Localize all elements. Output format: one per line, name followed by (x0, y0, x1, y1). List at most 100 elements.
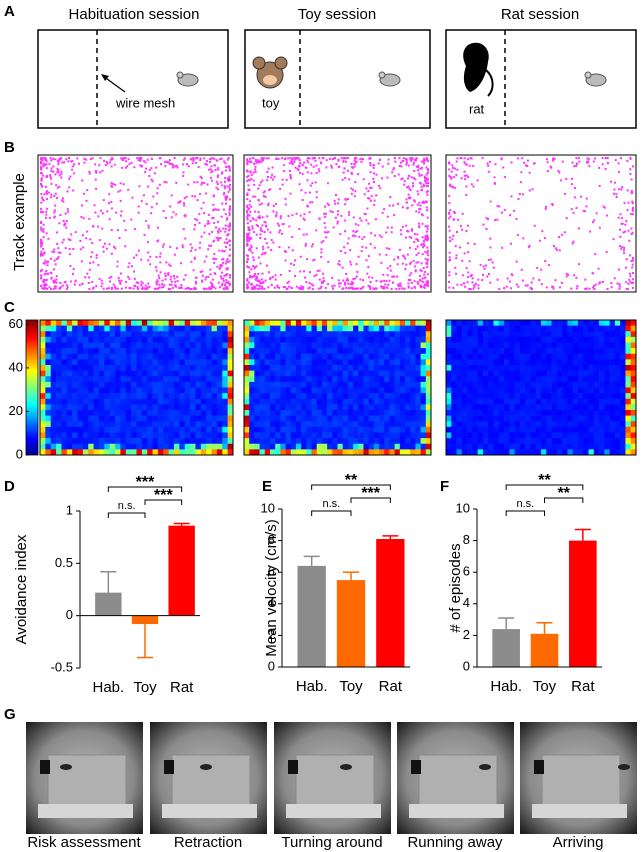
heatmap-cell (557, 354, 563, 360)
heatmap-cell (421, 365, 426, 371)
track-point (449, 256, 451, 258)
heatmap-cell (45, 388, 51, 394)
heatmap-cell (573, 438, 579, 444)
heatmap-cell (462, 393, 468, 399)
heatmap-cell (594, 399, 600, 405)
track-point (415, 269, 417, 271)
track-point (359, 278, 361, 280)
heatmap-cell (589, 433, 595, 439)
heatmap-cell (567, 326, 573, 332)
heatmap-cell (270, 348, 275, 354)
track-frame (38, 155, 233, 292)
heatmap-cell (332, 382, 337, 388)
heatmap-cell (306, 376, 311, 382)
heatmap-cell (169, 326, 175, 332)
heatmap-cell (115, 331, 121, 337)
track-point (463, 282, 465, 284)
heatmap-cell (446, 399, 452, 405)
heatmap-cell (217, 343, 223, 349)
track-point (158, 284, 160, 286)
heatmap-cell (599, 337, 605, 343)
track-point (268, 168, 270, 170)
heatmap-cell (72, 416, 78, 422)
track-point (338, 279, 340, 281)
track-point (138, 212, 140, 214)
track-point (210, 177, 212, 179)
track-point (362, 158, 364, 160)
track-point (322, 282, 324, 284)
track-point (207, 276, 209, 278)
track-point (448, 281, 450, 283)
heatmap-cell (317, 320, 322, 326)
track-point (248, 271, 250, 273)
track-point (226, 260, 228, 262)
heatmap-cell (142, 449, 148, 455)
track-point (213, 240, 215, 242)
heatmap-cell (45, 371, 51, 377)
track-point (183, 228, 185, 230)
track-point (261, 288, 263, 290)
heatmap-cell (631, 348, 637, 354)
bar (376, 539, 404, 667)
heatmap-cell (589, 371, 595, 377)
track-point (529, 189, 531, 191)
heatmap-cell (446, 354, 452, 360)
track-point (57, 169, 59, 171)
heatmap-cell (206, 331, 212, 337)
heatmap-cell (301, 404, 306, 410)
track-point (413, 241, 415, 243)
heatmap-cell (301, 343, 306, 349)
track-point (290, 193, 292, 195)
track-point (83, 158, 85, 160)
heatmap-cell (400, 354, 405, 360)
heatmap-cell (384, 326, 389, 332)
track-point (157, 281, 159, 283)
track-point (187, 184, 189, 186)
heatmap-cell (589, 320, 595, 326)
heatmap-cell (499, 371, 505, 377)
track-point (151, 206, 153, 208)
heatmap-cell (254, 427, 259, 433)
heatmap-cell (573, 326, 579, 332)
heatmap-cell (78, 343, 84, 349)
track-point (337, 202, 339, 204)
heatmap-cell (604, 354, 610, 360)
heatmap-cell (343, 382, 348, 388)
heatmap-cell (104, 337, 110, 343)
track-point (279, 229, 281, 231)
heatmap-cell (104, 365, 110, 371)
heatmap-cell (451, 433, 457, 439)
heatmap-cell (478, 399, 484, 405)
track-point (317, 270, 319, 272)
heatmap-cell (426, 331, 431, 337)
heatmap-cell (457, 444, 463, 450)
track-point (203, 202, 205, 204)
heatmap-cell (174, 399, 180, 405)
track-point (386, 287, 388, 289)
track-point (271, 239, 273, 241)
heatmap-cell (567, 337, 573, 343)
track-point (133, 271, 135, 273)
heatmap-cell (384, 371, 389, 377)
track-point (291, 236, 293, 238)
heatmap-cell (56, 376, 62, 382)
heatmap-cell (343, 331, 348, 337)
heatmap-cell (363, 337, 368, 343)
heatmap-cell (126, 354, 132, 360)
heatmap-cell (625, 371, 631, 377)
track-point (103, 199, 105, 201)
track-point (80, 216, 82, 218)
track-point (185, 274, 187, 276)
heatmap-cell (384, 438, 389, 444)
heatmap-cell (583, 331, 589, 337)
track-point (225, 246, 227, 248)
track-point (385, 231, 387, 233)
heatmap-cell (126, 416, 132, 422)
heatmap-cell (457, 416, 463, 422)
heatmap-cell (110, 376, 116, 382)
heatmap-cell (317, 410, 322, 416)
heatmap-cell (415, 433, 420, 439)
track-point (415, 248, 417, 250)
track-point (307, 205, 309, 207)
heatmap-cell (270, 433, 275, 439)
